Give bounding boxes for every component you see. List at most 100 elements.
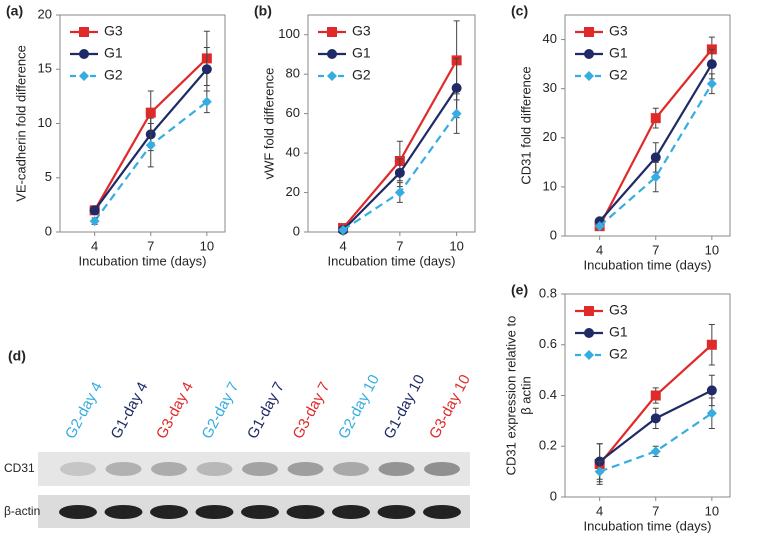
x-axis-label: Incubation time (days) — [584, 518, 712, 533]
marker — [650, 390, 661, 401]
y-tick-label: 0.6 — [539, 336, 557, 351]
legend-label: G1 — [104, 45, 123, 61]
y-tick-label: 5 — [45, 169, 52, 184]
x-tick-label: 4 — [91, 238, 98, 253]
y-axis-label: VE-cadherin fold difference — [13, 45, 28, 202]
legend-label: G1 — [352, 45, 371, 61]
x-tick-label: 7 — [652, 503, 659, 518]
y-tick-label: 40 — [543, 31, 557, 46]
x-tick-label: 7 — [147, 238, 154, 253]
legend-label: G3 — [104, 23, 123, 39]
cd31-band — [424, 462, 460, 476]
panel-label: (e) — [511, 282, 528, 298]
marker — [584, 71, 594, 81]
y-tick-label: 0 — [293, 223, 300, 238]
marker — [584, 306, 594, 316]
y-tick-label: 60 — [286, 105, 300, 120]
plot-frame — [307, 14, 476, 233]
marker — [650, 446, 661, 457]
y-tick-label: 20 — [38, 6, 52, 21]
y-tick-label: 0 — [550, 488, 557, 503]
marker — [327, 71, 337, 81]
marker — [594, 221, 605, 232]
actin-band — [332, 505, 370, 519]
x-tick-label: 4 — [596, 242, 603, 257]
actin-band — [377, 505, 416, 519]
y-tick-label: 80 — [286, 66, 300, 81]
legend-label: G3 — [352, 23, 371, 39]
marker — [650, 152, 661, 163]
x-tick-label: 10 — [705, 242, 719, 257]
marker — [451, 108, 462, 119]
marker — [394, 167, 405, 178]
marker — [650, 413, 661, 424]
actin-band — [150, 505, 188, 519]
marker — [584, 49, 594, 59]
marker — [89, 216, 100, 227]
legend-label: G2 — [352, 67, 371, 83]
y-tick-label: 0 — [550, 227, 557, 242]
marker — [327, 49, 337, 59]
legend-label: G1 — [609, 45, 628, 61]
x-axis-label: Incubation time (days) — [328, 253, 456, 268]
marker — [584, 328, 594, 338]
marker — [706, 385, 717, 396]
y-tick-label: 15 — [38, 61, 52, 76]
cd31-band — [196, 462, 233, 476]
y-axis-label: β actin — [518, 376, 533, 415]
y-tick-label: 100 — [278, 26, 300, 41]
actin-band — [286, 505, 325, 519]
marker — [706, 339, 717, 350]
x-tick-label: 7 — [652, 242, 659, 257]
marker — [327, 27, 337, 37]
legend-label: G2 — [609, 67, 628, 83]
y-axis-label: vWF fold difference — [261, 68, 276, 180]
actin-band — [241, 505, 279, 519]
x-axis-label: Incubation time (days) — [584, 257, 712, 272]
marker — [706, 78, 717, 89]
x-tick-label: 10 — [705, 503, 719, 518]
marker — [451, 82, 462, 93]
y-tick-label: 0.2 — [539, 438, 557, 453]
x-tick-label: 10 — [200, 238, 214, 253]
marker — [584, 350, 594, 360]
legend-label: G2 — [104, 67, 123, 83]
panel-label: (b) — [254, 3, 272, 19]
cd31-band — [378, 462, 415, 476]
marker — [706, 59, 717, 70]
plot-frame — [564, 14, 731, 237]
y-tick-label: 20 — [543, 129, 557, 144]
marker — [650, 172, 661, 183]
y-axis-label: CD31 expression relative to — [503, 316, 518, 476]
cd31-band — [242, 462, 278, 476]
y-tick-label: 20 — [286, 184, 300, 199]
marker — [89, 205, 100, 216]
x-tick-label: 4 — [596, 503, 603, 518]
y-tick-label: 40 — [286, 145, 300, 160]
marker — [145, 107, 156, 118]
panel-label: (c) — [511, 3, 528, 19]
legend-label: G1 — [609, 324, 628, 340]
x-axis-label: Incubation time (days) — [79, 253, 207, 268]
cd31-band — [151, 462, 187, 476]
y-tick-label: 30 — [543, 80, 557, 95]
marker — [145, 140, 156, 151]
marker — [650, 113, 661, 124]
panel-label: (a) — [6, 3, 23, 19]
cd31-band — [105, 462, 142, 476]
y-tick-label: 0.4 — [539, 387, 557, 402]
marker — [79, 27, 89, 37]
marker — [584, 27, 594, 37]
actin-band — [423, 505, 461, 519]
marker — [79, 71, 89, 81]
x-tick-label: 4 — [339, 238, 346, 253]
actin-band — [195, 505, 234, 519]
legend-label: G2 — [609, 346, 628, 362]
x-tick-label: 7 — [396, 238, 403, 253]
marker — [706, 408, 717, 419]
row-label: CD31 — [4, 461, 35, 475]
row-label: β-actin — [4, 504, 40, 518]
cd31-band — [60, 462, 96, 476]
y-tick-label: 10 — [543, 178, 557, 193]
series-line — [598, 83, 713, 228]
